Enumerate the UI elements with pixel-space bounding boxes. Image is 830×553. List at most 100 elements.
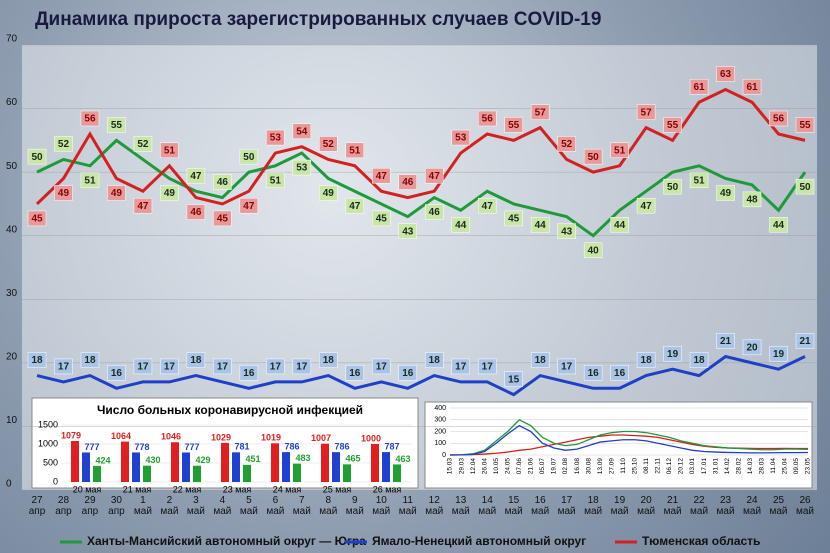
series-line: [36, 354, 806, 397]
x-tick-label: 10.05: [493, 458, 500, 475]
value-label: 1019: [261, 433, 281, 443]
value-label-bg: [636, 352, 656, 368]
value-label: 50: [31, 152, 43, 163]
bar: [171, 442, 179, 482]
bar: [243, 464, 251, 482]
value-label: 49: [323, 188, 335, 199]
value-label: 47: [641, 201, 653, 212]
x-tick-label: 21 мая: [123, 484, 152, 494]
value-label-bg: [477, 197, 497, 214]
value-label-bg: [530, 352, 550, 368]
value-label: 47: [376, 171, 388, 182]
value-label: 777: [84, 442, 99, 452]
value-label-bg: [557, 223, 576, 239]
bar: [371, 444, 379, 482]
value-label: 16: [614, 368, 626, 379]
x-tick-label: 1 май: [133, 495, 152, 517]
value-label-bg: [292, 123, 312, 139]
y-tick-label: 100: [434, 440, 446, 447]
x-tick-label: 09.05: [793, 458, 800, 475]
value-label: 483: [295, 453, 310, 463]
value-label: 48: [746, 194, 758, 205]
bar: [332, 452, 340, 482]
value-label-bg: [80, 110, 100, 127]
x-tick-label: 26 май: [795, 495, 815, 517]
x-tick-label: 26 мая: [373, 484, 402, 494]
x-tick-label: 14.02: [724, 458, 731, 475]
value-label: 44: [535, 220, 547, 231]
x-tick-label: 23.05: [805, 458, 812, 475]
y-tick-label: 0: [442, 452, 446, 459]
value-label: 56: [773, 114, 785, 125]
value-label-bg: [345, 365, 365, 381]
value-label-bg: [742, 78, 762, 95]
value-label: 53: [455, 133, 467, 144]
value-label-bg: [689, 172, 709, 189]
x-tick-label: 27 апр: [28, 495, 46, 517]
value-label-bg: [636, 197, 656, 214]
bar: [71, 440, 79, 482]
value-label: 52: [323, 139, 335, 150]
bar: [393, 464, 401, 482]
x-tick-label: 22 май: [690, 495, 709, 517]
bar: [93, 465, 101, 482]
value-label: 46: [217, 177, 229, 188]
value-label: 18: [84, 355, 96, 366]
x-tick-label: 16.08: [574, 458, 581, 475]
value-label: 52: [137, 139, 149, 150]
series-line: [449, 418, 809, 456]
x-tick-label: 05.07: [539, 458, 546, 475]
value-label-bg: [292, 159, 312, 176]
bar: [343, 464, 351, 482]
value-label: 44: [455, 220, 467, 231]
value-label: 46: [190, 207, 202, 218]
value-label: 49: [720, 188, 732, 199]
bar: [282, 452, 290, 482]
value-label: 18: [641, 355, 653, 366]
value-label: 55: [111, 120, 123, 131]
value-label: 46: [429, 207, 441, 218]
value-label-bg: [610, 217, 629, 233]
value-label: 18: [535, 355, 547, 366]
value-label-bg: [398, 223, 418, 239]
x-tick-label: 30.08: [585, 458, 592, 475]
y-tick-label: 1000: [38, 438, 58, 448]
value-label: 429: [195, 455, 210, 465]
x-tick-label: 24 май: [743, 495, 762, 517]
x-tick-label: 08.11: [643, 458, 650, 474]
x-tick-label: 15 май: [504, 495, 523, 517]
value-label: 786: [284, 442, 299, 452]
value-label-bg: [424, 167, 444, 184]
value-label-bg: [716, 333, 735, 349]
value-label: 17: [58, 362, 70, 373]
value-label: 787: [384, 441, 399, 451]
x-tick-label: 8 май: [319, 495, 338, 517]
value-label-bg: [213, 174, 232, 190]
value-label-bg: [266, 172, 285, 189]
value-label: 47: [243, 201, 255, 212]
value-label: 45: [508, 214, 520, 225]
value-label-bg: [133, 136, 153, 152]
value-label-bg: [319, 352, 338, 368]
value-label: 51: [270, 175, 282, 186]
y-tick-label: 70: [6, 34, 18, 45]
bar: [82, 452, 90, 482]
value-label: 17: [482, 362, 494, 373]
x-tick-label: 03.01: [689, 458, 696, 475]
y-tick-label: 1500: [38, 419, 58, 429]
value-label-bg: [663, 178, 682, 195]
value-label-bg: [54, 136, 73, 152]
value-label: 43: [402, 226, 414, 237]
y-tick-label: 30: [6, 288, 18, 299]
value-label-bg: [319, 185, 338, 201]
value-label-bg: [636, 104, 656, 120]
value-label: 55: [667, 120, 679, 131]
x-tick-label: 06.12: [666, 458, 673, 475]
value-label-bg: [27, 148, 47, 165]
value-label: 55: [508, 120, 520, 131]
value-label-bg: [742, 191, 762, 208]
x-tick-label: 10 май: [372, 495, 391, 517]
value-label: 51: [694, 175, 706, 186]
value-label: 1064: [111, 431, 131, 441]
value-label-bg: [583, 242, 603, 258]
